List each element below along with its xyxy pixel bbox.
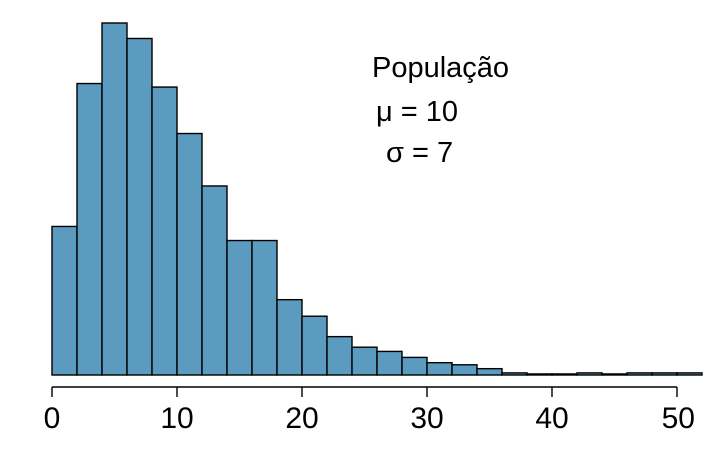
histogram-bar (76, 82, 103, 376)
annotation-population-label: População (372, 52, 509, 84)
histogram-bar (151, 86, 178, 376)
histogram-bars (51, 22, 703, 376)
x-tick-label: 20 (285, 402, 318, 435)
histogram-bar (551, 373, 578, 376)
x-tick-label: 50 (662, 402, 695, 435)
histogram-bar (401, 356, 428, 376)
histogram-bar (476, 367, 503, 376)
histogram-bar (326, 335, 353, 376)
histogram-bar (126, 37, 153, 376)
histogram-bar (526, 373, 553, 376)
x-axis: 0 10 20 30 40 50 (44, 386, 695, 435)
annotation-sd: σ = 7 (386, 137, 453, 169)
histogram-bar (651, 372, 678, 376)
histogram-bar (301, 315, 328, 376)
histogram-bar (251, 239, 278, 376)
x-tick-label: 10 (160, 402, 193, 435)
x-tick-label: 0 (44, 402, 61, 435)
histogram-bar (351, 346, 378, 376)
histogram-bar (51, 225, 78, 376)
histogram-bar (276, 298, 303, 376)
histogram-bar (201, 185, 228, 376)
histogram-bar (451, 364, 478, 376)
histogram-bar (601, 373, 628, 376)
histogram-bar (676, 372, 703, 376)
histogram-bar (626, 372, 653, 376)
histogram-bar (426, 361, 453, 376)
histogram-bar (176, 132, 203, 376)
histogram-bar (101, 22, 128, 376)
histogram-bar (576, 372, 603, 376)
histogram-bar (226, 239, 253, 376)
x-tick-label: 40 (535, 402, 568, 435)
histogram-bar (501, 372, 528, 376)
histogram-bar (376, 350, 403, 376)
x-tick-label: 30 (410, 402, 443, 435)
annotation-mean: μ = 10 (376, 96, 458, 128)
